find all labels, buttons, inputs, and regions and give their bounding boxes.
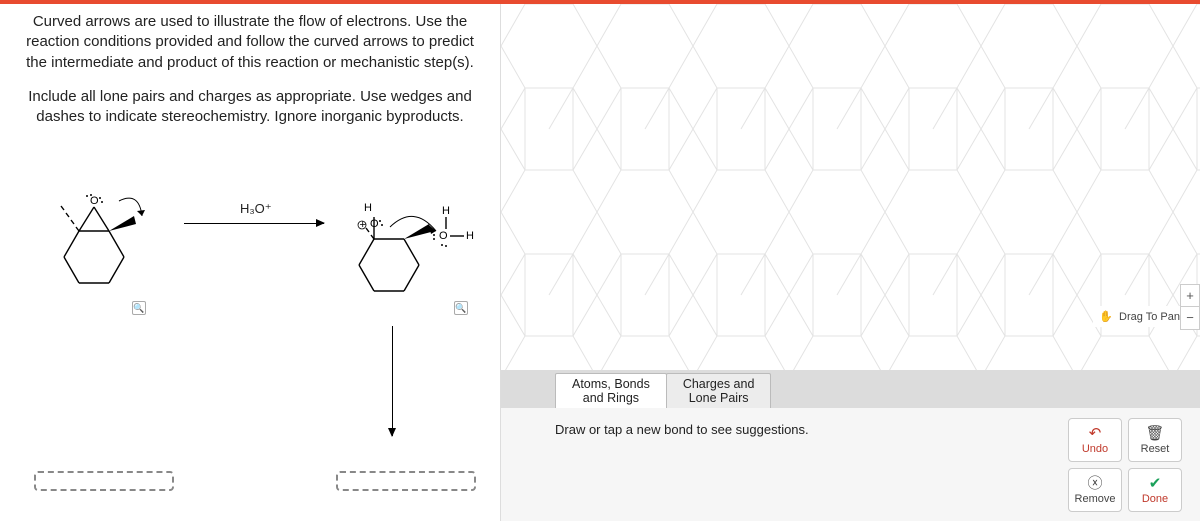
answer-box-1[interactable] (34, 471, 174, 491)
zoom-out-button[interactable]: − (1181, 307, 1199, 329)
instruction-block: Curved arrows are used to illustrate the… (15, 12, 485, 127)
svg-text:O: O (439, 230, 448, 242)
hand-icon: ✋ (1099, 310, 1113, 323)
svg-text:O: O (90, 195, 99, 207)
check-icon: ✔ (1149, 476, 1162, 491)
done-label: Done (1142, 493, 1168, 505)
svg-text:H: H (442, 205, 450, 217)
remove-icon: ⓧ (1087, 476, 1102, 491)
svg-text:+: + (360, 219, 366, 231)
tab-label: Charges and (683, 377, 755, 391)
tab-label: Atoms, Bonds (572, 377, 650, 391)
tab-label: Lone Pairs (683, 391, 755, 405)
action-buttons: ↶ Undo 🗑 Reset ⓧ Remove ✔ Done (1068, 418, 1182, 512)
svg-text:H: H (466, 230, 474, 242)
intermediate: H O + H O H (334, 159, 494, 319)
drag-to-pan[interactable]: ✋ Drag To Pan (1093, 306, 1186, 327)
tool-tab-bar: Atoms, Bonds and Rings Charges and Lone … (501, 370, 1200, 408)
magnify-icon[interactable]: 🔍 (132, 301, 146, 315)
zoom-control: + − (1180, 284, 1200, 330)
zoom-in-button[interactable]: + (1181, 285, 1199, 307)
undo-label: Undo (1082, 443, 1108, 455)
drawing-panel: ✋ Drag To Pan + − Atoms, Bonds and Rings… (500, 4, 1200, 521)
tab-charges-lone-pairs[interactable]: Charges and Lone Pairs (666, 373, 772, 408)
remove-label: Remove (1075, 493, 1116, 505)
instruction-p1: Curved arrows are used to illustrate the… (15, 12, 485, 73)
svg-text:O: O (370, 218, 379, 230)
reaction-arrow-1 (184, 223, 324, 224)
undo-button[interactable]: ↶ Undo (1068, 418, 1122, 462)
tab-label: and Rings (572, 391, 650, 405)
remove-button[interactable]: ⓧ Remove (1068, 468, 1122, 512)
reaction-scheme: O 🔍 H₃O⁺ (14, 141, 486, 471)
drag-to-pan-label: Drag To Pan (1119, 311, 1180, 323)
magnify-icon[interactable]: 🔍 (454, 301, 468, 315)
svg-text:H: H (364, 202, 372, 214)
reagent-label: H₃O⁺ (240, 201, 272, 217)
starting-material: O (24, 171, 164, 311)
reaction-arrow-2 (392, 326, 393, 436)
instruction-p2: Include all lone pairs and charges as ap… (15, 87, 485, 128)
reset-button[interactable]: 🗑 Reset (1128, 418, 1182, 462)
done-button[interactable]: ✔ Done (1128, 468, 1182, 512)
trash-icon: 🗑 (1145, 426, 1164, 441)
question-panel: Curved arrows are used to illustrate the… (0, 4, 500, 521)
main-split: Curved arrows are used to illustrate the… (0, 4, 1200, 521)
tab-atoms-bonds-rings[interactable]: Atoms, Bonds and Rings (555, 373, 667, 408)
answer-box-2[interactable] (336, 471, 476, 491)
undo-icon: ↶ (1089, 426, 1102, 441)
reset-label: Reset (1141, 443, 1170, 455)
